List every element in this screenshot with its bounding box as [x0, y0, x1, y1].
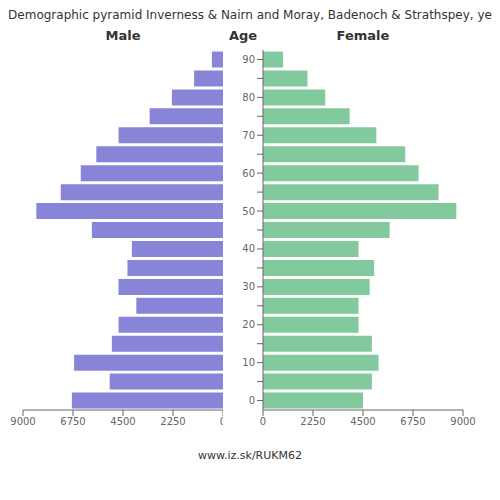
svg-text:0: 0 [260, 416, 266, 427]
svg-text:40: 40 [242, 243, 255, 254]
svg-text:70: 70 [242, 130, 255, 141]
svg-text:60: 60 [242, 168, 255, 179]
svg-text:0: 0 [249, 395, 255, 406]
svg-text:2250: 2250 [300, 416, 325, 427]
svg-text:2250: 2250 [160, 416, 185, 427]
html-text:Age: Age [228, 28, 258, 43]
svg-text:10: 10 [242, 357, 255, 368]
svg-text:50: 50 [242, 206, 255, 217]
html-text:www.iz.sk/RUKM62: www.iz.sk/RUKM62 [198, 449, 302, 462]
html-text:Demographic pyramid Inverness: Demographic pyramid Inverness & Nairn an… [8, 8, 492, 22]
html-text:Female: Female [336, 28, 390, 43]
svg-text:4500: 4500 [350, 416, 375, 427]
html-text:Male: Male [105, 28, 141, 43]
svg-text:9000: 9000 [450, 416, 475, 427]
svg-text:90: 90 [242, 54, 255, 65]
svg-text:9000: 9000 [10, 416, 35, 427]
svg-text:4500: 4500 [110, 416, 135, 427]
svg-text:30: 30 [242, 281, 255, 292]
svg-text:6750: 6750 [60, 416, 85, 427]
svg-text:0: 0 [220, 416, 223, 427]
svg-text:20: 20 [242, 319, 255, 330]
svg-text:80: 80 [242, 92, 255, 103]
svg-text:6750: 6750 [400, 416, 425, 427]
